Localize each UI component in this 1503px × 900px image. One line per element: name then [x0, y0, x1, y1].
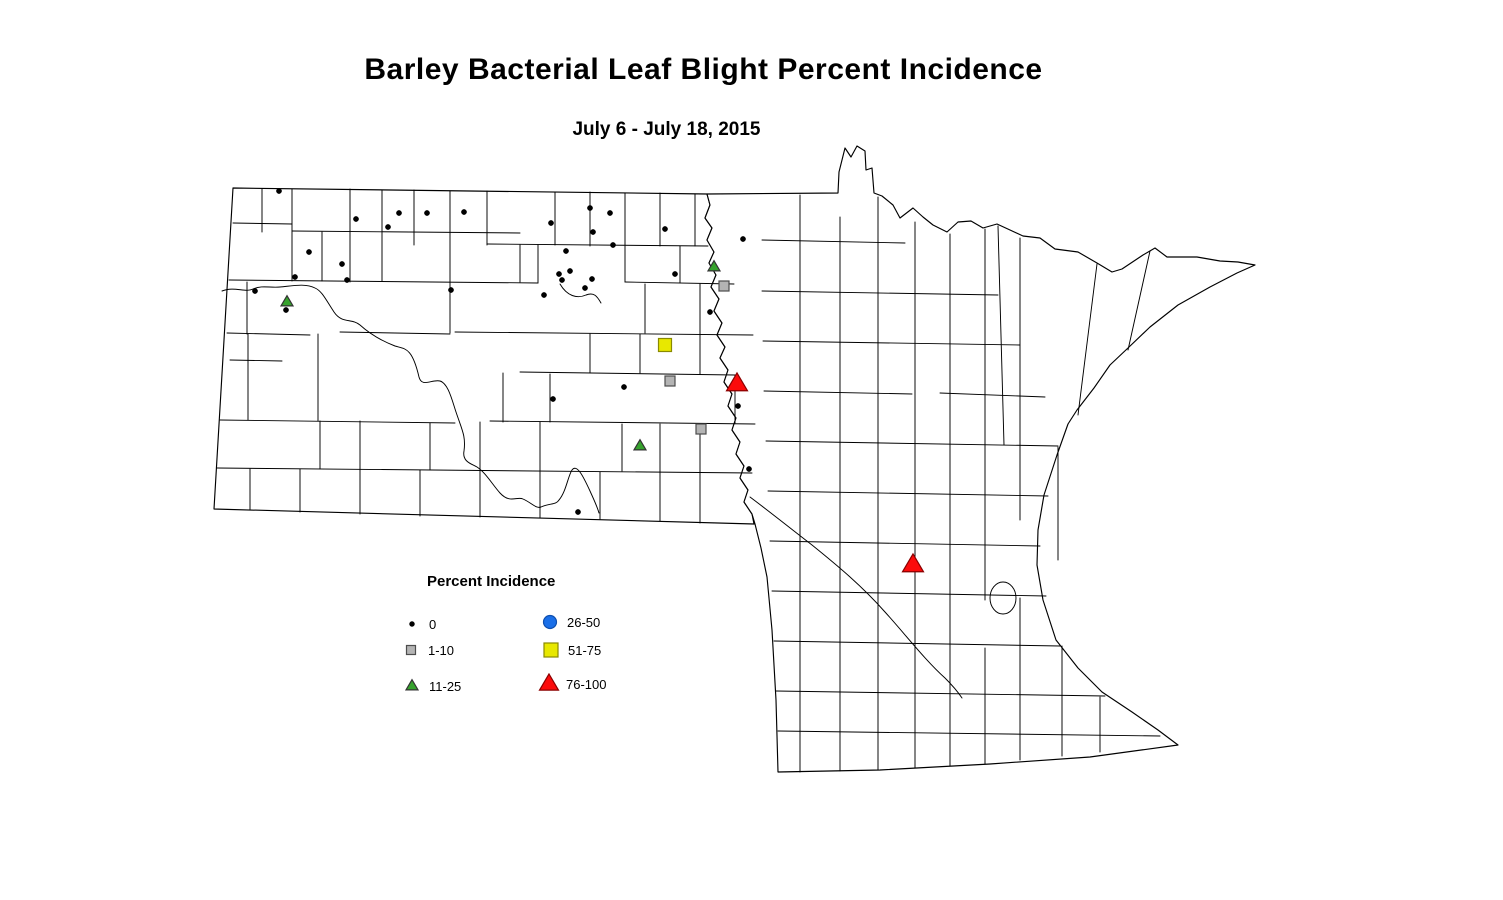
legend-swatch-1-10-icon [398, 639, 424, 661]
map-marker-p0 [589, 276, 595, 282]
legend-label-76-100: 76-100 [566, 676, 607, 692]
map-marker-p0 [556, 271, 562, 277]
legend-swatch-76-100-icon [536, 672, 562, 695]
devils-lake [559, 283, 602, 304]
map-marker-p0 [252, 288, 258, 294]
map-marker-p0 [292, 274, 298, 280]
legend-item-76-100: 76-100 [536, 672, 607, 695]
map-marker-p51_75 [657, 337, 673, 353]
county-boundaries [216, 188, 1161, 773]
map-marker-p0 [339, 261, 345, 267]
minnesota-outline [704, 145, 1256, 773]
legend: Percent Incidence 0 1-10 11-25 26-50 51-… [400, 570, 680, 710]
map-marker-p0 [396, 210, 402, 216]
rivers [221, 283, 963, 699]
legend-label-1-10: 1-10 [428, 642, 455, 658]
map-marker-p0 [385, 224, 391, 230]
map-marker-p0 [607, 210, 613, 216]
map-marker-p11_25 [632, 438, 648, 451]
legend-label-51-75: 51-75 [568, 642, 602, 658]
map-marker-p0 [567, 268, 573, 274]
legend-label-11-25: 11-25 [429, 678, 462, 694]
map-marker-p0 [563, 248, 569, 254]
map-marker-p0 [541, 292, 547, 298]
legend-swatch-51-75-icon [538, 639, 564, 661]
map-marker-p0 [306, 249, 312, 255]
legend-item-11-25: 11-25 [399, 675, 461, 697]
map-marker-p0 [344, 277, 350, 283]
map-marker-p0 [740, 236, 746, 242]
map-marker-p0 [424, 210, 430, 216]
page-subtitle: July 6 - July 18, 2015 [572, 119, 761, 140]
map-marker-p0 [707, 309, 713, 315]
map-marker-p0 [461, 209, 467, 215]
map-marker-p0 [735, 403, 741, 409]
marker-layer [252, 188, 925, 573]
map-marker-p0 [448, 287, 454, 293]
legend-item-1-10: 1-10 [398, 639, 454, 661]
map-marker-p0 [550, 396, 556, 402]
legend-label-26-50: 26-50 [567, 614, 601, 630]
map-marker-p1_10 [695, 423, 707, 435]
page-title: Barley Bacterial Leaf Blight Percent Inc… [364, 53, 1043, 86]
map-marker-p0 [610, 242, 616, 248]
map-marker-p0 [582, 285, 588, 291]
map-marker-p0 [621, 384, 627, 390]
map-marker-p0 [353, 216, 359, 222]
map-marker-p76_100 [725, 371, 749, 392]
legend-swatch-0-icon [399, 613, 425, 635]
map-marker-p0 [672, 271, 678, 277]
legend-swatch-26-50-icon [537, 611, 563, 633]
map-marker-p11_25 [279, 294, 295, 307]
missouri-river [221, 284, 600, 514]
map-marker-p0 [276, 188, 282, 194]
map-marker-p11_25 [706, 259, 722, 272]
minnesota-river [749, 496, 963, 699]
legend-title: Percent Incidence [427, 573, 556, 590]
map-marker-p76_100 [901, 552, 925, 573]
map-marker-p0 [587, 205, 593, 211]
legend-item-26-50: 26-50 [537, 611, 600, 633]
map-marker-p0 [283, 307, 289, 313]
state-outlines [213, 145, 1256, 773]
legend-label-0: 0 [429, 616, 437, 632]
map-marker-p1_10 [664, 375, 676, 387]
legend-swatch-11-25-icon [399, 675, 425, 697]
map-marker-p0 [662, 226, 668, 232]
map-marker-p0 [590, 229, 596, 235]
legend-item-51-75: 51-75 [538, 639, 601, 661]
map-marker-p0 [746, 466, 752, 472]
map-marker-p0 [575, 509, 581, 515]
legend-item-0: 0 [399, 613, 436, 635]
map-marker-p0 [548, 220, 554, 226]
map-marker-p0 [559, 277, 565, 283]
map-marker-p1_10 [718, 280, 730, 292]
